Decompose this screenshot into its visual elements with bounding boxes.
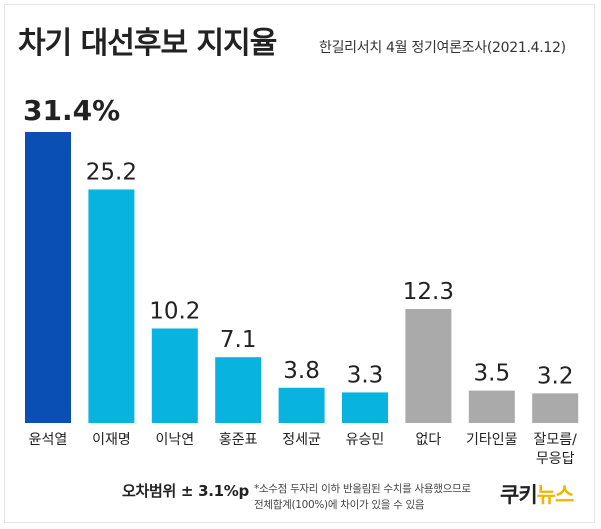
category-label-6: 없다 — [416, 432, 442, 448]
category-label-5: 유승민 — [346, 432, 385, 448]
bar-value-label-6: 12.3 — [403, 279, 454, 305]
brand-logo: 쿠키뉴스 — [500, 479, 575, 509]
category-label-3: 홍준표 — [219, 432, 258, 448]
chart-subtitle: 한길리서치 4월 정기여론조사(2021.4.12) — [319, 40, 566, 56]
bar-2 — [151, 328, 198, 423]
category-label-4: 정세균 — [282, 432, 321, 448]
bar-value-label-5: 3.3 — [347, 362, 384, 388]
bar-value-label-0: 31.4% — [23, 94, 120, 127]
bar-5 — [342, 392, 388, 423]
bar-value-label-3: 7.1 — [220, 327, 257, 353]
margin-of-error: 오차범위 ± 3.1%p — [122, 482, 249, 500]
footnote-line-2: 전체합계(100%)에 차이가 있을 수 있음 — [254, 499, 425, 511]
footnote: *소수점 두자리 이하 반올림된 수치를 사용했으므로 전체합계(100%)에 … — [254, 481, 512, 513]
bar-value-label-7: 3.5 — [474, 361, 511, 387]
bar-4 — [278, 387, 325, 423]
footnote-line-1: *소수점 두자리 이하 반올림된 수치를 사용했으므로 — [254, 483, 471, 495]
bar-8 — [532, 393, 579, 423]
bar-value-label-1: 25.2 — [86, 159, 137, 185]
category-label-8-1: 무응답 — [536, 451, 575, 467]
logo-text-2: 뉴스 — [536, 483, 575, 507]
bar-0 — [25, 132, 71, 423]
logo-text-1: 쿠키 — [500, 483, 538, 507]
category-label-2: 이낙연 — [155, 432, 194, 448]
category-label-8-0: 잘모름/ — [534, 432, 578, 448]
bar-3 — [215, 357, 262, 423]
bar-6 — [405, 309, 452, 423]
category-label-0: 윤석열 — [29, 432, 68, 448]
category-label-7: 기타인물 — [466, 432, 518, 448]
chart-title: 차기 대선후보 지지율 — [18, 26, 277, 61]
bar-value-label-8: 3.2 — [537, 363, 574, 389]
bar-7 — [468, 390, 515, 423]
bar-chart: 31.4% 윤석열 25.2 이재명 10.2 이낙연 7.1 홍준표 3.8 정세균 3.3 유승민… — [23, 94, 579, 467]
chart-frame — [4, 4, 595, 523]
category-label-1: 이재명 — [92, 432, 131, 448]
bar-value-label-4: 3.8 — [283, 358, 320, 384]
bar-1 — [88, 189, 135, 423]
bar-value-label-2: 10.2 — [149, 298, 200, 324]
